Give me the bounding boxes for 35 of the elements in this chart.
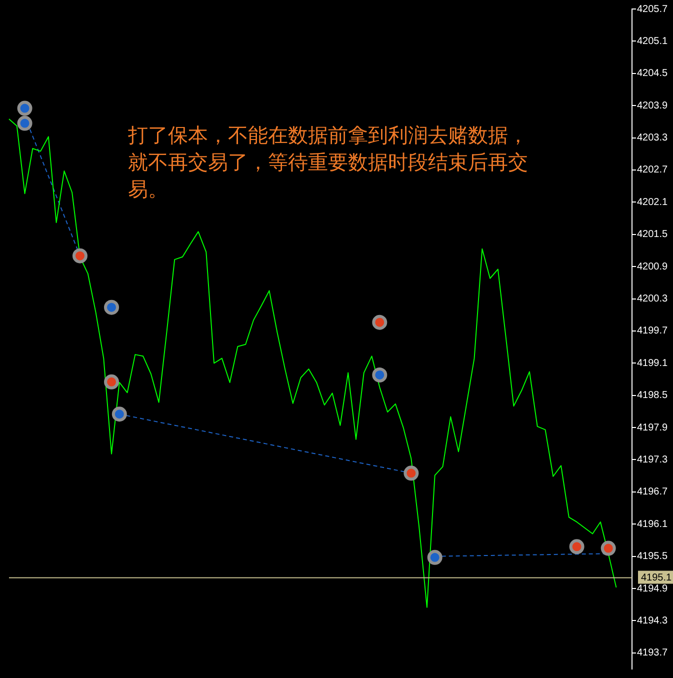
y-tick-label: 4196.1 [637, 518, 668, 530]
y-tick-label: 4198.5 [637, 390, 668, 402]
y-tick-label: 4204.5 [637, 68, 668, 80]
point [427, 550, 442, 565]
y-tick-label: 4199.1 [637, 358, 668, 369]
y-tick-label: 4205.7 [637, 4, 668, 15]
y-tick-label: 4197.9 [637, 422, 668, 434]
point [569, 539, 584, 554]
y-tick-label: 4202.1 [637, 196, 668, 208]
point [404, 466, 419, 481]
y-tick-label: 4201.5 [637, 229, 668, 240]
y-tick-label: 4200.3 [637, 294, 668, 305]
y-tick-label: 4199.7 [637, 326, 668, 337]
y-tick-label: 4200.9 [637, 261, 668, 272]
annotation: 打了保本，不能在数据前拿到利润去赌数据，就不再交易了，等待重要数据时段结束后再交易。 [128, 122, 529, 203]
y-tick-label: 4203.3 [637, 132, 668, 144]
y-tick-label: 4196.7 [637, 486, 668, 498]
point [600, 540, 616, 556]
point [17, 100, 32, 116]
point [17, 116, 32, 131]
y-tick-label: 4203.9 [637, 100, 668, 112]
ref-line-label: 4195.1 [641, 572, 672, 584]
point [104, 374, 120, 390]
point [372, 367, 388, 382]
y-tick-label: 4194.9 [637, 583, 668, 594]
point [112, 406, 127, 422]
y-tick-label: 4194.3 [637, 615, 668, 626]
point [72, 248, 88, 264]
y-tick-label: 4205.1 [637, 36, 668, 47]
y-tick-label: 4193.7 [637, 648, 668, 659]
point [372, 314, 388, 330]
point [104, 300, 120, 315]
y-tick-label: 4197.3 [637, 454, 668, 466]
y-tick-label: 4202.7 [637, 164, 668, 176]
y-tick-label: 4195.5 [637, 551, 668, 562]
